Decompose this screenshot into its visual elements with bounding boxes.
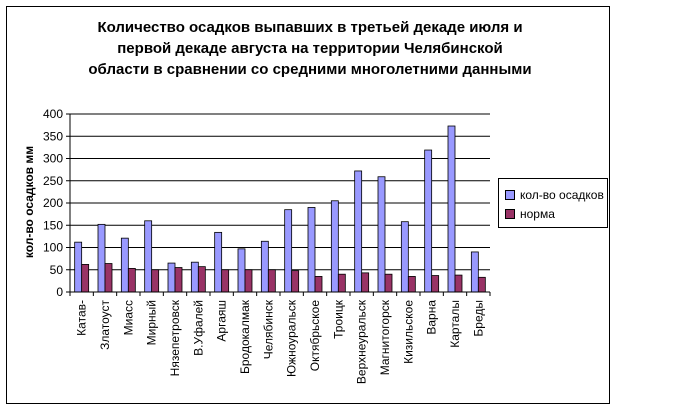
grid-lines — [66, 113, 490, 293]
chart-title: Количество осадков выпавших в третьей де… — [40, 17, 580, 80]
chart-title-line-3: области в сравнении со средними многолет… — [88, 61, 532, 78]
y-tick-label: 50 — [50, 263, 64, 277]
bar-norm — [151, 269, 160, 293]
x-tick-label: Аргаяш — [215, 300, 229, 342]
x-tick-label: Катав- — [75, 300, 89, 336]
bar-norm — [314, 276, 323, 293]
x-tick-label: Нязепетровск — [168, 299, 182, 376]
bar-precipitation — [237, 248, 246, 293]
bar-norm — [384, 273, 393, 293]
bar-norm — [174, 267, 183, 293]
bar-precipitation — [120, 237, 129, 293]
bar-precipitation — [74, 241, 83, 293]
x-tick-label: Варна — [425, 300, 439, 335]
bar-precipitation — [260, 240, 269, 293]
y-tick-label: 200 — [43, 196, 63, 210]
bar-norm — [81, 264, 90, 293]
x-tick-label: Карталы — [448, 300, 462, 348]
y-tick-label: 350 — [43, 129, 63, 143]
x-tick-label: Челябинск — [261, 299, 275, 359]
bar-precipitation — [167, 262, 176, 293]
legend-swatch-precipitation — [505, 190, 515, 200]
bar-norm — [477, 276, 486, 293]
bar-norm — [454, 274, 463, 293]
bar-norm — [267, 269, 276, 293]
x-tick-label: Троицк — [331, 299, 345, 339]
bar-norm — [127, 268, 136, 293]
bar-norm — [221, 269, 230, 293]
bar-precipitation — [377, 176, 386, 293]
x-tick-label: Мирный — [145, 300, 159, 345]
legend: кол-во осадков норма — [498, 178, 608, 228]
y-tick-label: 250 — [43, 174, 63, 188]
bar-norm — [291, 270, 300, 293]
bar-norm — [197, 266, 206, 293]
bar-norm — [361, 272, 370, 293]
bar-norm — [407, 276, 416, 293]
bar-precipitation — [424, 149, 433, 293]
y-axis-label: кол-во осадков мм — [22, 146, 36, 258]
y-tick-label: 150 — [43, 218, 63, 232]
bar-precipitation — [354, 170, 363, 293]
x-tick-label: Южноуральск — [285, 299, 299, 377]
bar-norm — [431, 275, 440, 293]
legend-item-norm: норма — [505, 206, 555, 222]
x-tick-label: Магнитогорск — [378, 299, 392, 375]
bar-precipitation — [470, 251, 479, 293]
bar-precipitation — [214, 231, 223, 293]
y-tick-label: 400 — [43, 107, 63, 121]
bar-precipitation — [400, 221, 409, 293]
legend-item-precipitation: кол-во осадков — [505, 187, 604, 203]
legend-label-norm: норма — [520, 207, 555, 221]
y-tick-label: 0 — [56, 285, 63, 299]
y-tick-label: 300 — [43, 152, 63, 166]
bar-precipitation — [330, 200, 339, 293]
y-tick-label: 100 — [43, 241, 63, 255]
bar-precipitation — [307, 207, 316, 293]
chart-title-line-2: первой декаде августа на территории Челя… — [117, 40, 503, 57]
x-tick-label: Бродокалмак — [238, 299, 252, 374]
bar-precipitation — [284, 209, 293, 293]
x-tick-label: Златоуст — [98, 299, 112, 349]
x-tick-labels: Катав- Златоуст Миасс Мирный Нязепетровск В.У… — [75, 299, 486, 384]
bar-precipitation — [190, 261, 199, 293]
bar-precipitation — [97, 223, 106, 293]
bars — [74, 125, 486, 293]
legend-swatch-norm — [505, 209, 515, 219]
y-tick-labels: 0 50 100 150 200 250 300 350 400 — [43, 107, 63, 299]
bar-norm — [244, 269, 253, 293]
x-tick-label: Кизильское — [401, 300, 415, 364]
x-tick-label: В.Уфалей — [191, 300, 205, 356]
x-tick-label: Октябрьское — [308, 300, 322, 372]
axes — [69, 114, 491, 296]
x-tick-label: Миасс — [121, 300, 135, 335]
x-tick-label: Бреды — [471, 300, 485, 337]
bar-precipitation — [447, 125, 456, 293]
bar-precipitation — [144, 220, 153, 293]
bar-norm — [104, 263, 113, 293]
legend-label-precipitation: кол-во осадков — [520, 188, 604, 202]
x-tick-label: Верхнеуральск — [355, 299, 369, 384]
bar-norm — [337, 273, 346, 293]
chart-title-line-1: Количество осадков выпавших в третьей де… — [97, 19, 523, 36]
